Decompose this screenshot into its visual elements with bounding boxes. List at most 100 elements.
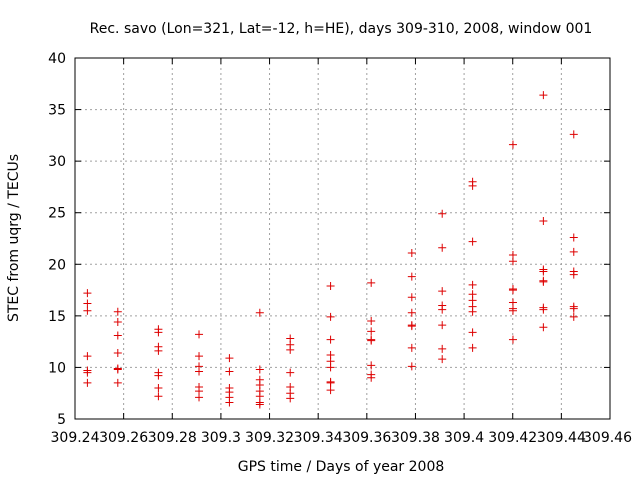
data-point [508,257,517,266]
y-tick-label: 40 [48,51,66,67]
data-point [508,335,517,344]
y-tick-label: 35 [48,103,66,119]
x-tick-label: 309.26 [99,430,148,446]
data-point [225,354,234,363]
y-axis-label: STEC from uqrg / TECUs [6,154,22,322]
data-point [508,140,517,149]
data-point [113,318,122,327]
data-point [468,343,477,352]
data-point [539,305,548,314]
y-tick-label: 10 [48,360,66,376]
data-point [113,348,122,357]
data-point [255,400,264,409]
data-point [367,373,376,382]
data-point [569,233,578,242]
data-points [83,91,578,409]
data-point [195,352,204,361]
data-point [569,247,578,256]
data-point [326,335,335,344]
data-point [83,306,92,315]
data-point [438,355,447,364]
data-point [569,130,578,139]
data-point [367,336,376,345]
x-tick-label: 309.24 [51,430,100,446]
data-point [255,365,264,374]
data-point [286,345,295,354]
data-point [154,328,163,337]
data-point [225,367,234,376]
data-point [468,307,477,316]
y-tick-label: 5 [57,412,66,428]
data-point [83,289,92,298]
data-point [154,392,163,401]
plot-frame [74,57,611,420]
data-point [113,331,122,340]
data-point [438,287,447,296]
data-point [438,209,447,218]
data-point [83,368,92,377]
grid-lines [75,58,610,419]
x-tick-label: 309.36 [342,430,391,446]
data-point [154,371,163,380]
data-point [407,272,416,281]
data-point [438,344,447,353]
data-point [539,323,548,332]
data-point [407,343,416,352]
data-point [154,384,163,393]
x-tick-label: 309.44 [537,430,586,446]
data-point [468,237,477,246]
data-point [539,216,548,225]
data-point [326,312,335,321]
x-tick-label: 309.38 [391,430,440,446]
data-point [539,267,548,276]
x-tick-label: 309.28 [148,430,197,446]
data-point [468,181,477,190]
y-tick-label: 30 [48,154,66,170]
data-point [113,378,122,387]
data-point [407,322,416,331]
data-point [367,327,376,336]
data-point [438,321,447,330]
data-point [367,361,376,370]
y-axis-ticks: 5 10 15 20 25 30 35 40 [48,51,610,428]
data-point [195,367,204,376]
x-axis-label: GPS time / Days of year 2008 [238,459,445,475]
data-point [407,248,416,257]
data-point [83,299,92,308]
data-point [367,278,376,287]
data-point [407,308,416,317]
data-point [569,304,578,313]
x-tick-label: 309.46 [583,430,632,446]
y-tick-label: 25 [48,206,66,222]
data-point [508,306,517,315]
data-point [569,270,578,279]
data-point [326,363,335,372]
data-point [508,286,517,295]
x-tick-label: 309.4 [444,430,484,446]
y-tick-label: 20 [48,257,66,273]
data-point [113,307,122,316]
data-point [83,378,92,387]
data-point [438,243,447,252]
data-point [367,317,376,326]
chart-title: Rec. savo (Lon=321, Lat=-12, h=HE), days… [90,21,593,37]
data-point [539,277,548,286]
data-point [286,394,295,403]
x-tick-label: 309.32 [245,430,294,446]
data-point [255,308,264,317]
y-tick-label: 15 [48,309,66,325]
data-point [195,330,204,339]
data-point [569,312,578,321]
x-tick-label: 309.42 [488,430,537,446]
data-point [326,386,335,395]
data-point [539,91,548,100]
data-point [154,346,163,355]
data-point [468,280,477,289]
data-point [468,328,477,337]
data-point [286,368,295,377]
data-point [113,365,122,374]
data-point [83,352,92,361]
x-tick-label: 309.34 [294,430,343,446]
data-point [438,305,447,314]
